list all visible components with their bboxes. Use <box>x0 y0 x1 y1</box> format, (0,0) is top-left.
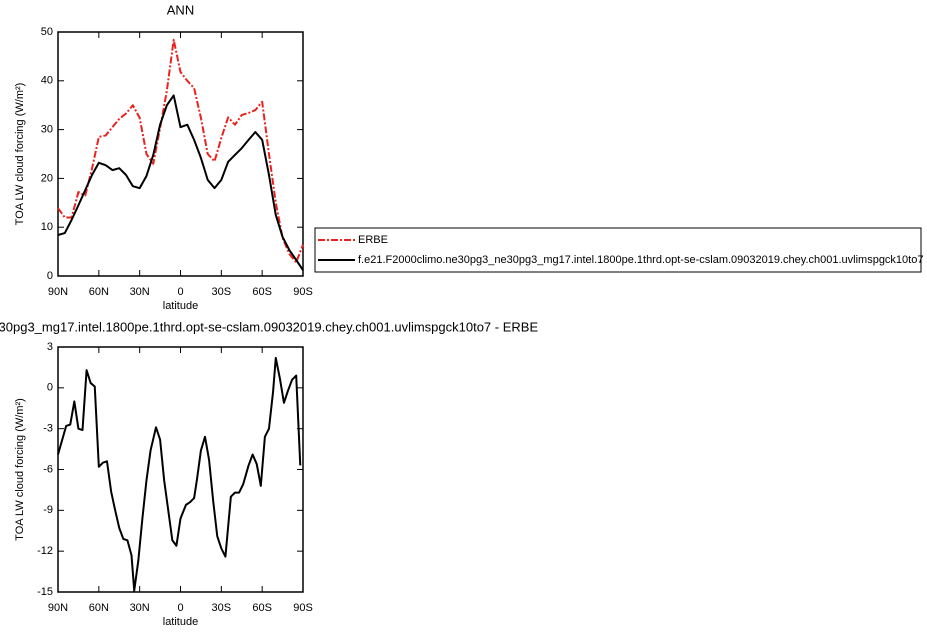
y-tick-label: 0 <box>47 270 53 282</box>
data-line <box>57 356 302 592</box>
x-tick-label: 60N <box>89 602 109 614</box>
y-tick-label: -3 <box>43 423 53 435</box>
y-tick-label: 50 <box>41 26 53 38</box>
x-tick-label: 0 <box>177 286 183 298</box>
chart-title: ANN <box>167 2 194 17</box>
y-tick-label: -12 <box>37 545 53 557</box>
x-tick-label: 30N <box>130 602 150 614</box>
x-tick-label: 60N <box>89 286 109 298</box>
x-tick-label: 30S <box>212 602 232 614</box>
chart-title: f.e21.F2000climo.ne30pg3_ne30pg3_mg17.in… <box>0 319 538 334</box>
y-tick-label: -6 <box>43 463 53 475</box>
x-tick-label: 90S <box>293 286 313 298</box>
data-line <box>57 38 304 264</box>
y-tick-label: 40 <box>41 75 53 87</box>
y-axis-label: TOA LW cloud forcing (W/m²) <box>14 398 26 541</box>
y-tick-label: 3 <box>47 341 53 353</box>
y-tick-label: 0 <box>47 382 53 394</box>
x-tick-label: 0 <box>177 602 183 614</box>
x-tick-label: 30N <box>130 286 150 298</box>
x-tick-label: 90N <box>48 286 68 298</box>
x-tick-label: 60S <box>252 286 272 298</box>
y-axis-label: TOA LW cloud forcing (W/m²) <box>14 83 26 226</box>
x-tick-label: 90S <box>293 602 313 614</box>
x-tick-label: 30S <box>212 286 232 298</box>
legend-box <box>314 227 922 273</box>
x-tick-label: 90N <box>48 602 68 614</box>
y-tick-label: 30 <box>41 124 53 136</box>
y-tick-label: 10 <box>41 221 53 233</box>
legend-label: f.e21.F2000climo.ne30pg3_ne30pg3_mg17.in… <box>358 254 923 266</box>
plot-frame <box>57 346 304 593</box>
x-tick-label: 60S <box>252 602 272 614</box>
y-tick-label: 20 <box>41 172 53 184</box>
x-axis-label: latitude <box>163 616 198 628</box>
data-line <box>57 94 304 271</box>
y-tick-label: -9 <box>43 504 53 516</box>
legend-label: ERBE <box>358 234 388 246</box>
x-axis-label: latitude <box>163 300 198 312</box>
y-tick-label: -15 <box>37 586 53 598</box>
